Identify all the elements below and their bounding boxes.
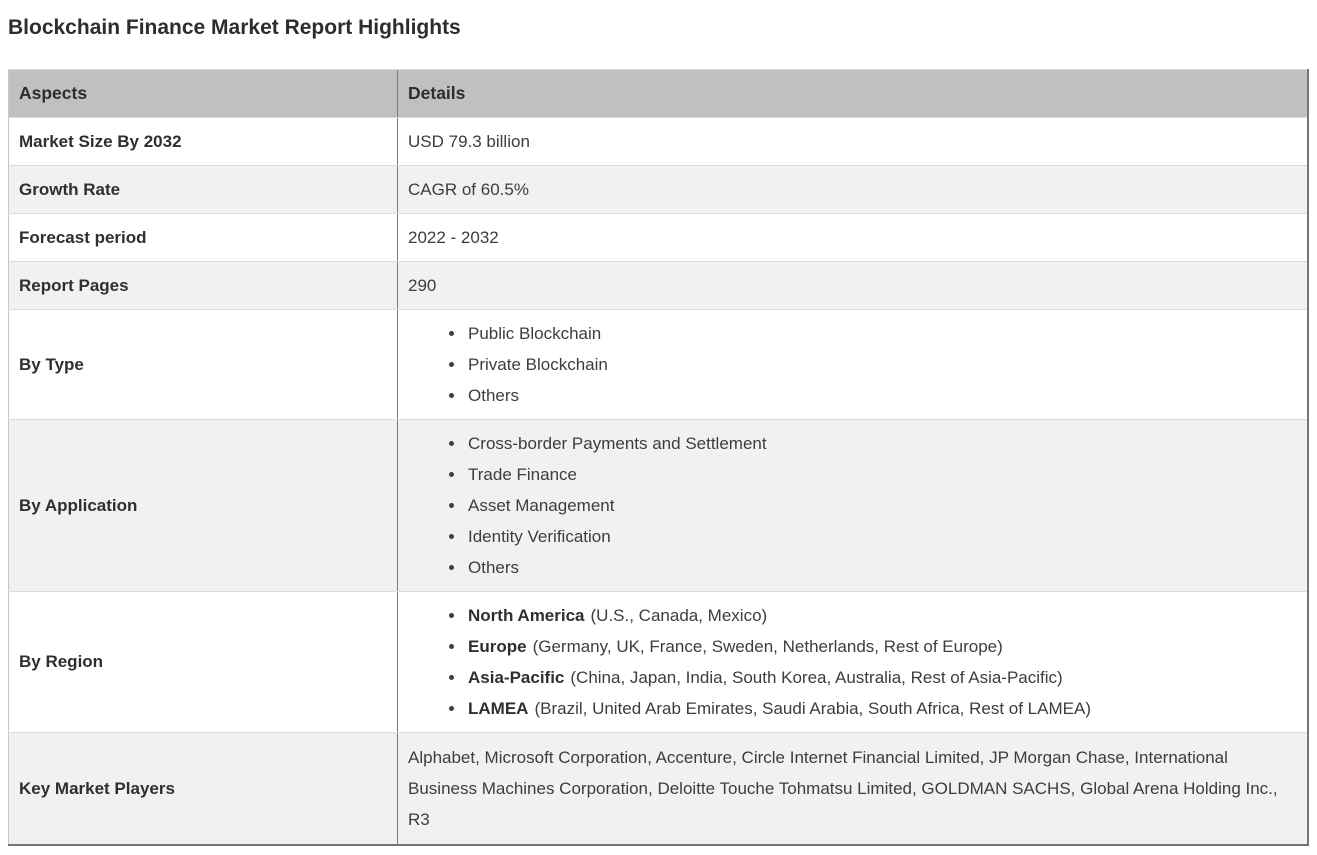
detail-value: Public Blockchain Private Blockchain Oth…	[397, 309, 1308, 420]
list-item: Trade Finance	[466, 459, 1297, 490]
table-row-growth-rate: Growth Rate CAGR of 60.5%	[8, 165, 1308, 214]
region-name: North America	[468, 606, 585, 625]
detail-value: North America (U.S., Canada, Mexico) Euro…	[397, 591, 1308, 733]
table-row-by-region: By Region North America (U.S., Canada, Me…	[8, 591, 1308, 733]
detail-value: Alphabet, Microsoft Corporation, Accentu…	[397, 732, 1308, 846]
list-item: North America (U.S., Canada, Mexico)	[466, 600, 1297, 631]
list-item: Private Blockchain	[466, 349, 1297, 380]
aspect-label: Key Market Players	[8, 732, 398, 846]
list-item: Asset Management	[466, 490, 1297, 521]
table-row-by-type: By Type Public Blockchain Private Blockc…	[8, 309, 1308, 420]
region-name: LAMEA	[468, 699, 529, 718]
detail-list: Cross-border Payments and Settlement Tra…	[408, 428, 1297, 583]
region-name: Asia-Pacific	[468, 668, 565, 687]
table-row-market-size: Market Size By 2032 USD 79.3 billion	[8, 117, 1308, 166]
page-title: Blockchain Finance Market Report Highlig…	[8, 16, 461, 39]
list-item: Asia-Pacific (China, Japan, India, South …	[466, 662, 1297, 693]
aspect-label: By Application	[8, 419, 398, 592]
detail-list: North America (U.S., Canada, Mexico) Euro…	[408, 600, 1297, 724]
aspect-label: By Region	[8, 591, 398, 733]
list-item: Identity Verification	[466, 521, 1297, 552]
table-row-report-pages: Report Pages 290	[8, 261, 1308, 310]
aspect-label: By Type	[8, 309, 398, 420]
list-item: Cross-border Payments and Settlement	[466, 428, 1297, 459]
table-row-key-market-players: Key Market Players Alphabet, Microsoft C…	[8, 732, 1308, 846]
aspect-label: Market Size By 2032	[8, 117, 398, 166]
aspect-label: Forecast period	[8, 213, 398, 262]
list-item: Others	[466, 380, 1297, 411]
list-item: Others	[466, 552, 1297, 583]
region-countries: (Brazil, United Arab Emirates, Saudi Ara…	[534, 699, 1091, 718]
region-countries: (U.S., Canada, Mexico)	[590, 606, 768, 625]
report-highlights-table: Aspects Details Market Size By 2032 USD …	[8, 69, 1309, 846]
list-item: LAMEA (Brazil, United Arab Emirates, Saud…	[466, 693, 1297, 724]
header-row: Aspects Details	[8, 69, 1308, 118]
column-header-details: Details	[397, 69, 1308, 118]
table-body: Market Size By 2032 USD 79.3 billion Gro…	[8, 117, 1308, 846]
detail-value: 290	[397, 261, 1308, 310]
list-item: Public Blockchain	[466, 318, 1297, 349]
aspect-label: Growth Rate	[8, 165, 398, 214]
table-row-forecast-period: Forecast period 2022 - 2032	[8, 213, 1308, 262]
region-countries: (Germany, UK, France, Sweden, Netherland…	[532, 637, 1003, 656]
detail-list: Public Blockchain Private Blockchain Oth…	[408, 318, 1297, 411]
column-header-aspects: Aspects	[8, 69, 398, 118]
table-row-by-application: By Application Cross-border Payments and…	[8, 419, 1308, 592]
detail-value: 2022 - 2032	[397, 213, 1308, 262]
detail-value: USD 79.3 billion	[397, 117, 1308, 166]
table-header: Aspects Details	[8, 69, 1308, 118]
aspect-label: Report Pages	[8, 261, 398, 310]
list-item: Europe (Germany, UK, France, Sweden, Neth…	[466, 631, 1297, 662]
detail-value: Cross-border Payments and Settlement Tra…	[397, 419, 1308, 592]
region-name: Europe	[468, 637, 527, 656]
detail-value: CAGR of 60.5%	[397, 165, 1308, 214]
region-countries: (China, Japan, India, South Korea, Austr…	[570, 668, 1063, 687]
